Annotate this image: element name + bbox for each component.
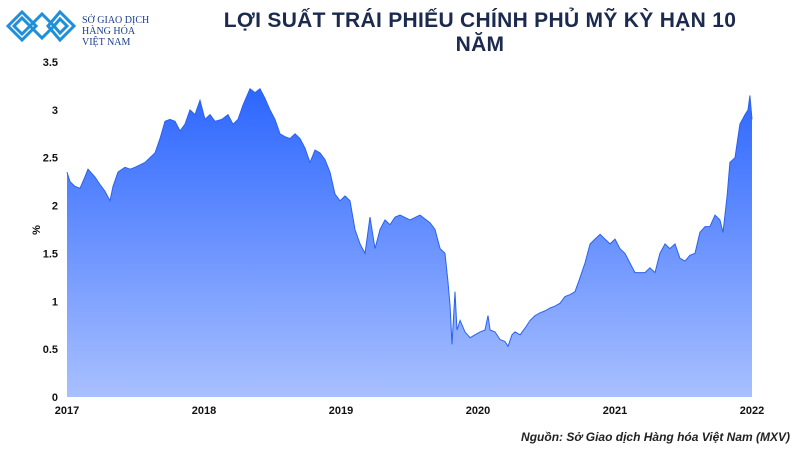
y-tick-label: 1 [52,296,58,308]
source-note: Nguồn: Sở Giao dịch Hàng hóa Việt Nam (M… [521,430,790,444]
y-tick-label: 1.5 [43,248,58,260]
x-tick-label: 2020 [466,405,490,417]
logo-line: VIỆT NAM [82,37,131,48]
logo: SỞ GIAO DỊCH HÀNG HÓA VIỆT NAM [4,6,204,48]
chart-title: LỢI SUẤT TRÁI PHIẾU CHÍNH PHỦ MỸ KỲ HẠN … [223,9,737,56]
area-fill [67,88,752,398]
series-line [66,88,753,348]
logo-line: HÀNG HÓA [82,26,136,37]
logo-diamond-icon [5,9,77,43]
logo-text: SỞ GIAO DỊCH HÀNG HÓA VIỆT NAM [82,15,149,48]
x-tick-label: 2018 [192,405,216,417]
x-tick-label: 2021 [603,405,627,417]
y-tick-label: 2.5 [43,153,58,165]
y-tick-label: 2 [52,201,58,213]
y-axis-label: % [31,225,43,235]
y-tick-label: 0.5 [43,344,58,356]
y-tick-label: 3.5 [43,57,58,69]
x-tick-label: 2017 [55,405,79,417]
x-tick-label: 2019 [329,405,353,417]
y-tick-label: 3 [52,105,58,117]
x-tick-label: 2022 [740,405,764,417]
logo-line: SỞ GIAO DỊCH [82,15,150,26]
y-tick-label: 0 [52,392,58,404]
